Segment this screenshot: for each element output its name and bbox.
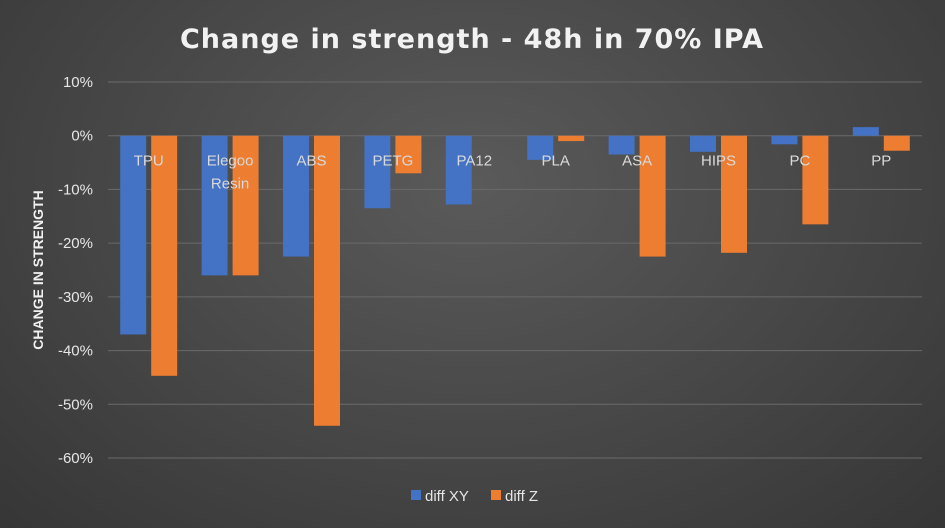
- legend-entry: diff Z: [505, 488, 538, 505]
- y-tick-label: -60%: [58, 450, 93, 467]
- bar-diff-z: [558, 135, 585, 142]
- bar-diff-z: [639, 135, 666, 257]
- category-labels: TPU Elegoo Resin ABS PETG PA12 PLA ASA HIPS PC PP: [134, 153, 892, 193]
- bars: [120, 127, 910, 426]
- legend-swatch: [491, 490, 501, 500]
- bar-diff-xy: [690, 135, 716, 152]
- bar-diff-xy: [364, 135, 391, 209]
- bar-diff-z: [151, 135, 178, 376]
- y-tick-label: -30%: [58, 289, 93, 306]
- bar-diff-z: [883, 135, 910, 151]
- y-axis-label: CHANGE IN STRENGTH: [30, 190, 46, 349]
- category-label: ABS: [296, 153, 326, 170]
- bar-diff-xy: [608, 135, 635, 155]
- category-label: TPU: [134, 153, 164, 170]
- bar-diff-xy: [771, 135, 798, 145]
- bar-diff-z: [802, 135, 829, 225]
- y-tick-label: 0%: [71, 128, 93, 145]
- bar-diff-xy: [527, 135, 554, 160]
- category-label: PLA: [542, 153, 570, 170]
- legend-entry: diff XY: [425, 488, 469, 505]
- bar-diff-xy: [201, 135, 228, 276]
- category-label: ASA: [622, 153, 652, 170]
- y-axis-ticks: 10% 0% -10% -20% -30% -40% -50% -60%: [58, 74, 93, 467]
- y-tick-label: -40%: [58, 343, 93, 360]
- category-label: PP: [871, 153, 891, 170]
- gridlines: [108, 81, 922, 459]
- category-label: HIPS: [701, 153, 736, 170]
- category-label: PETG: [372, 153, 413, 170]
- y-tick-label: -20%: [58, 235, 93, 252]
- bar-diff-z: [395, 135, 422, 174]
- bar-diff-xy: [445, 135, 472, 205]
- bar-diff-z: [314, 135, 340, 426]
- bar-diff-xy: [283, 135, 309, 257]
- category-label: PA12: [457, 153, 493, 170]
- category-label: Elegoo: [207, 153, 254, 170]
- y-tick-label: -10%: [58, 181, 93, 198]
- legend-swatch: [411, 490, 421, 500]
- category-label: PC: [789, 153, 810, 170]
- bar-diff-xy: [120, 135, 147, 335]
- bar-diff-xy: [852, 127, 879, 136]
- category-label: Resin: [211, 176, 249, 193]
- bar-diff-z: [721, 135, 747, 253]
- chart-title: Change in strength - 48h in 70% IPA: [180, 24, 764, 55]
- y-tick-label: 10%: [63, 74, 93, 91]
- y-tick-label: -50%: [58, 396, 93, 413]
- legend: diff XY diff Z: [411, 488, 538, 505]
- bar-diff-z: [232, 135, 259, 276]
